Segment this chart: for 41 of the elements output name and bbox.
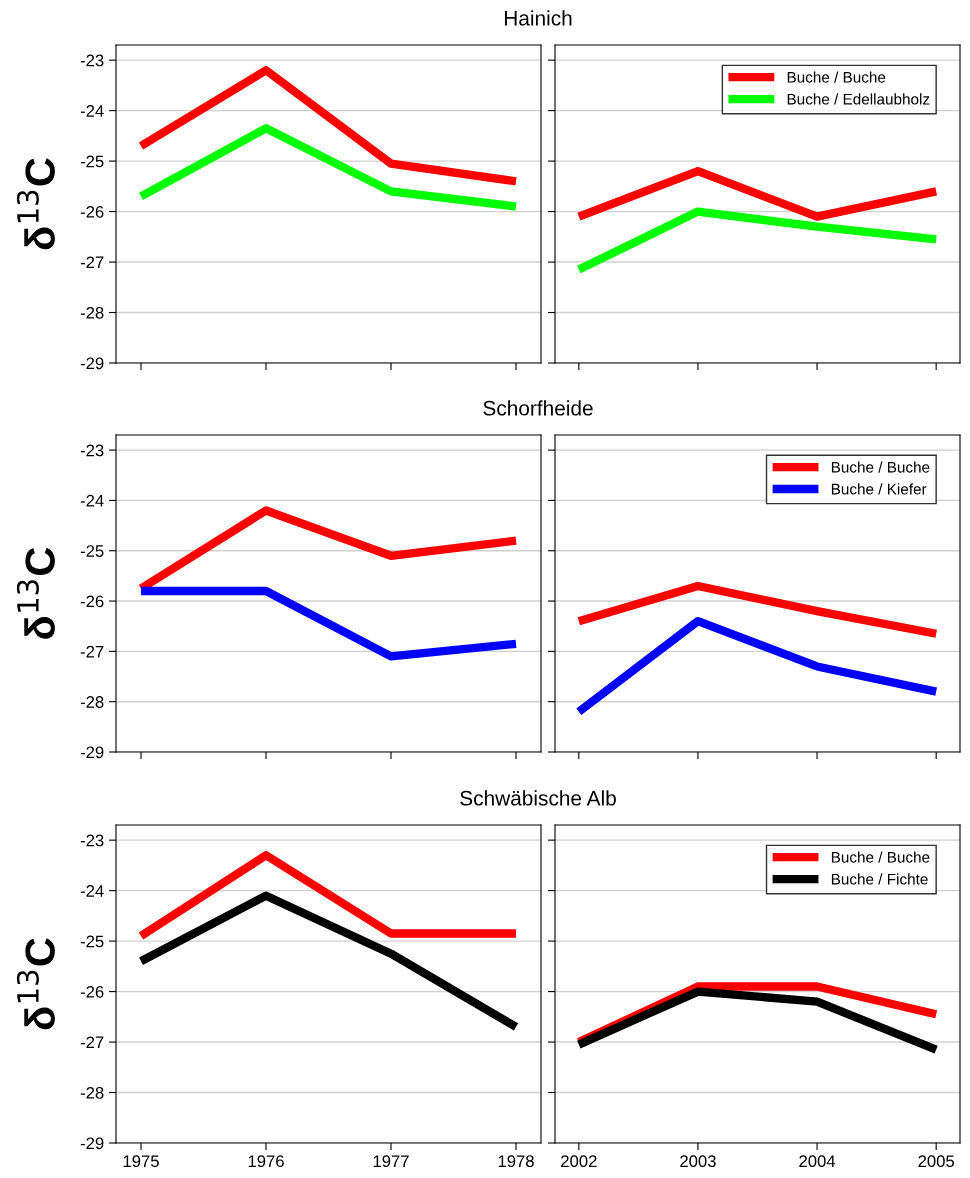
y-tick-label: -28: [80, 696, 104, 708]
y-tick-label: -25: [80, 155, 104, 168]
y-tick-label: -23: [80, 444, 104, 457]
x-tick-label: 1977: [373, 1155, 409, 1168]
y-tick-label: -23: [80, 54, 104, 67]
y-tick-label: -25: [80, 545, 104, 557]
x-tick-label: 2002: [561, 1155, 597, 1168]
y-tick-label: -29: [80, 746, 104, 759]
y-tick-label: -26: [80, 595, 104, 608]
chart-title: Schorfheide: [483, 400, 593, 416]
y-tick-label: -24: [80, 494, 104, 507]
y-tick-label: -27: [80, 1036, 104, 1049]
legend-label: Buche / Kiefer: [831, 483, 927, 495]
y-tick-label: -27: [80, 645, 104, 658]
y-tick-label: -26: [80, 985, 104, 998]
legend-label: Buche / Buche: [831, 461, 930, 473]
x-tick-label: 2004: [799, 1155, 836, 1168]
x-tick-label: 2003: [680, 1155, 716, 1168]
legend-label: Buche / Buche: [831, 851, 930, 863]
y-tick-label: -28: [80, 1086, 104, 1099]
y-tick-label: -24: [80, 885, 104, 897]
y-tick-label: -24: [80, 105, 104, 117]
legend-label: Buche / Buche: [787, 71, 886, 83]
chart-title: Schwäbische Alb: [460, 790, 616, 806]
y-tick-label: -29: [80, 357, 104, 370]
legend-label: Buche / Fichte: [831, 873, 928, 885]
legend-label: Buche / Edellaubholz: [787, 93, 930, 105]
x-tick-label: 2005: [918, 1155, 955, 1168]
chart-title: Hainich: [504, 10, 572, 26]
y-tick-label: -23: [80, 834, 104, 847]
y-tick-label: -27: [80, 256, 104, 269]
y-tick-label: -29: [80, 1137, 104, 1150]
y-axis-title: δ$^{13}$C: [16, 158, 55, 250]
x-tick-label: 1975: [123, 1155, 159, 1168]
y-axis-title: δ$^{13}$C: [16, 938, 55, 1030]
x-tick-label: 1976: [248, 1155, 284, 1168]
y-axis-title: δ$^{13}$C: [16, 547, 55, 639]
x-tick-label: 1978: [498, 1155, 534, 1168]
y-tick-label: -25: [80, 935, 104, 948]
y-tick-label: -26: [80, 205, 104, 218]
y-tick-label: -28: [80, 306, 104, 319]
